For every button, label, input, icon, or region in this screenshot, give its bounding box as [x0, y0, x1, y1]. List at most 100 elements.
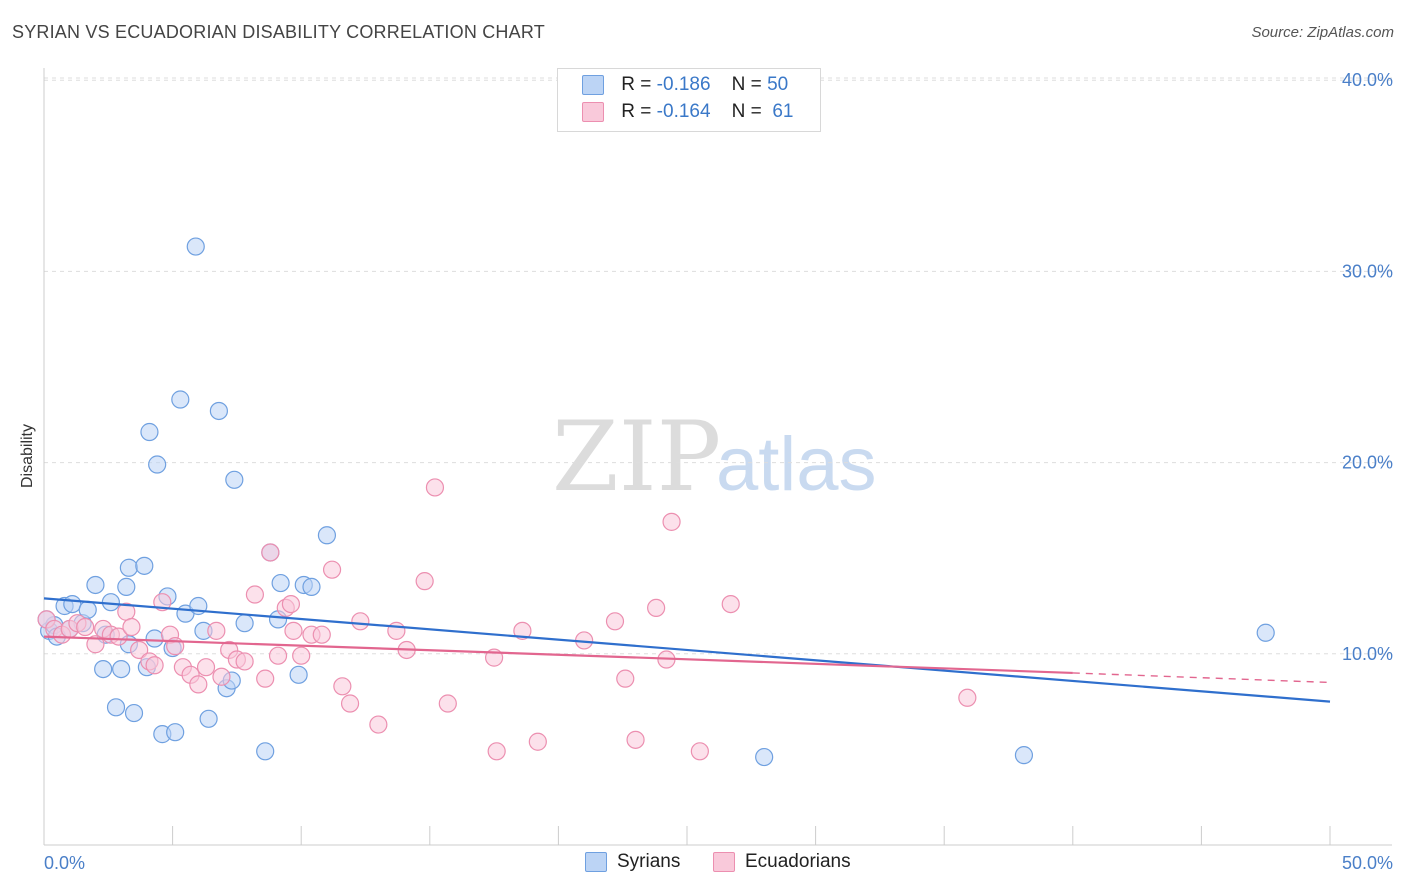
- ecuadorians-point-52: [616, 669, 635, 688]
- bottom-legend-swatch-ecuadorians: [713, 851, 735, 872]
- legend-n-value: 50: [767, 74, 789, 95]
- ecuadorians-point-57: [690, 742, 709, 761]
- ecuadorians-point-59: [958, 688, 977, 707]
- bottom-legend-ecuadorians: Ecuadorians: [713, 851, 851, 873]
- syrians-point-44: [1014, 746, 1034, 765]
- ecuadorians-point-6: [86, 635, 105, 654]
- syrians-point-42: [317, 526, 337, 545]
- syrians-point-26: [186, 237, 205, 256]
- ecuadorians-point-27: [245, 585, 265, 604]
- legend-swatch-ecuadorians: [582, 101, 604, 122]
- ecuadorians-point-39: [351, 612, 370, 631]
- syrians-point-23: [166, 723, 185, 742]
- syrians-point-19: [145, 629, 164, 648]
- ecuadorians-point-54: [647, 598, 666, 618]
- ecuadorians-point-33: [292, 646, 311, 665]
- ecuadorians-point-43: [415, 572, 434, 591]
- ecuadorians-point-5: [76, 617, 95, 637]
- syrians-point-20: [148, 455, 167, 474]
- ecuadorians-point-30: [268, 646, 288, 665]
- syrians-point-41: [302, 577, 321, 596]
- syrians-point-11: [112, 659, 131, 679]
- x-tick-label-min: 0.0%: [44, 853, 85, 873]
- legend-row-ecuadorians: R = -0.164 N = 61: [582, 101, 793, 125]
- syrians-point-7: [86, 575, 105, 595]
- correlation-legend: R = -0.186 N = 50 R = -0.164 N = 61: [557, 68, 821, 132]
- syrians-point-18: [140, 422, 159, 442]
- ecuadorians-point-12: [130, 640, 149, 660]
- ecuadorians-point-51: [605, 612, 625, 631]
- syrians-point-16: [135, 556, 154, 575]
- chart-title: SYRIAN VS ECUADORIAN DISABILITY CORRELAT…: [12, 22, 545, 42]
- data-points: [37, 237, 1275, 767]
- x-tick-label-max: 50.0%: [1342, 853, 1393, 873]
- syrians-trend-line: [43, 597, 1331, 703]
- y-tick-label: 30.0%: [1342, 261, 1393, 281]
- ecuadorians-point-32: [284, 621, 303, 640]
- ecuadorians-trend-extension: [1072, 672, 1331, 684]
- ecuadorians-point-35: [312, 625, 331, 644]
- ecuadorians-point-14: [145, 656, 164, 675]
- syrians-point-33: [225, 470, 244, 489]
- syrians-point-39: [289, 665, 308, 684]
- ecuadorians-point-38: [340, 694, 360, 713]
- ecuadorians-point-53: [626, 730, 645, 749]
- watermark: ZIP atlas: [552, 401, 877, 513]
- ecuadorians-point-28: [256, 669, 275, 688]
- syrians-point-24: [171, 390, 190, 409]
- ecuadorians-point-9: [109, 627, 128, 646]
- ecuadorians-point-20: [189, 675, 208, 694]
- legend-r-value: -0.164: [656, 101, 711, 122]
- syrians-point-35: [256, 742, 275, 761]
- ecuadorians-point-29: [261, 543, 280, 562]
- trend-lines: [43, 597, 1331, 703]
- bottom-legend-label: Syrians: [617, 851, 681, 872]
- syrians-point-34: [235, 614, 254, 633]
- ecuadorians-point-49: [528, 732, 547, 751]
- legend-r-value: -0.186: [656, 74, 711, 95]
- bottom-legend-label: Ecuadorians: [745, 851, 851, 872]
- legend-n-label: N =: [731, 74, 762, 95]
- ecuadorians-point-36: [322, 560, 342, 579]
- bottom-legend-swatch-syrians: [585, 851, 607, 872]
- ecuadorians-point-60: [281, 594, 301, 614]
- ecuadorians-point-21: [196, 658, 216, 677]
- legend-swatch-syrians: [582, 74, 604, 95]
- syrians-point-43: [755, 747, 774, 767]
- legend-row-syrians: R = -0.186 N = 50: [582, 74, 788, 98]
- syrians-point-38: [271, 573, 290, 593]
- syrians-point-14: [119, 558, 138, 577]
- ecuadorians-point-58: [721, 594, 740, 614]
- y-tick-label: 20.0%: [1342, 453, 1393, 473]
- ecuadorians-point-48: [513, 621, 532, 640]
- source-label: Source: ZipAtlas.com: [1251, 24, 1394, 41]
- gridlines: [44, 77, 1392, 655]
- ecuadorians-point-23: [212, 667, 231, 686]
- ecuadorians-point-26: [235, 652, 254, 671]
- ecuadorians-point-11: [122, 617, 141, 637]
- syrians-point-30: [209, 401, 228, 421]
- tick-labels: 10.0% 20.0% 30.0% 40.0% 0.0% 50.0%: [44, 70, 1393, 873]
- ecuadorians-point-37: [333, 677, 352, 696]
- ecuadorians-point-22: [207, 621, 226, 640]
- watermark-atlas: atlas: [716, 422, 877, 507]
- syrians-point-29: [199, 709, 218, 728]
- ecuadorians-trend-line: [43, 635, 1073, 675]
- syrians-point-10: [106, 698, 126, 717]
- legend-n-value: 61: [772, 101, 794, 122]
- ecuadorians-point-47: [487, 742, 506, 761]
- syrians-point-15: [124, 703, 144, 723]
- syrians-point-8: [94, 659, 113, 679]
- syrians-point-45: [1256, 623, 1275, 642]
- ecuadorians-point-45: [438, 694, 457, 713]
- syrians-point-12: [117, 577, 136, 596]
- legend-r-label: R =: [621, 74, 652, 95]
- ecuadorians-point-40: [369, 715, 388, 734]
- y-tick-label: 40.0%: [1342, 70, 1393, 90]
- ecuadorians-point-44: [425, 478, 445, 497]
- watermark-zip: ZIP: [552, 401, 721, 513]
- y-tick-label: 10.0%: [1342, 644, 1393, 664]
- ecuadorians-point-56: [662, 512, 681, 531]
- syrians-point-4: [63, 594, 82, 614]
